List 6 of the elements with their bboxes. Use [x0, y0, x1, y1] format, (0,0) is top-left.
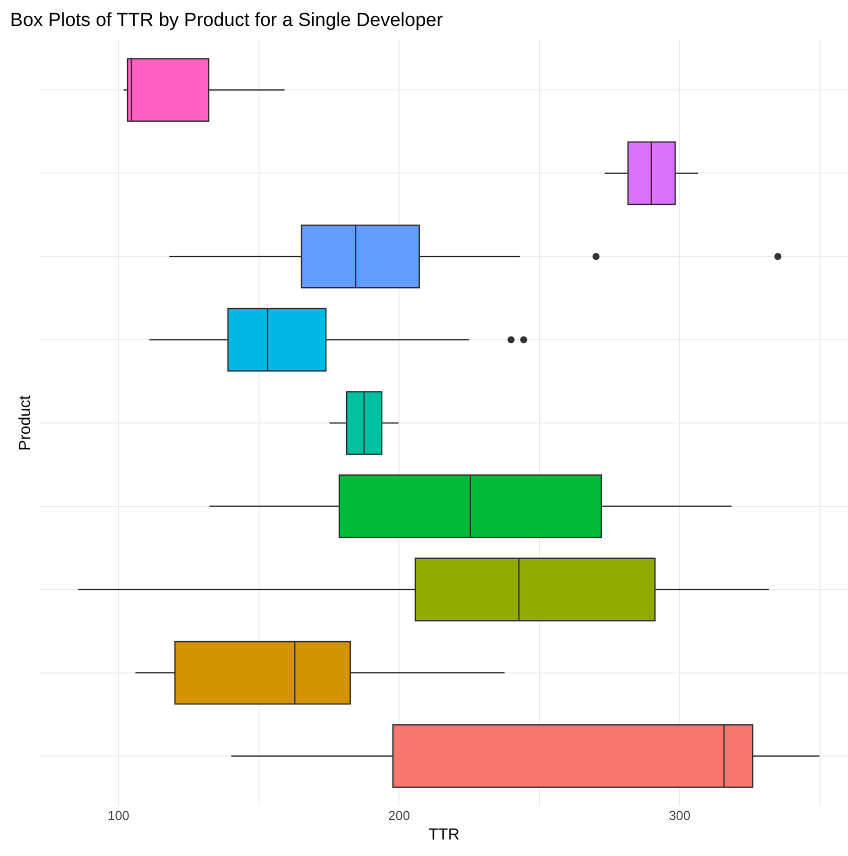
- x-tick-label: 200: [388, 808, 410, 823]
- y-axis-title: Product: [16, 394, 34, 451]
- x-axis-title: TTR: [428, 826, 460, 844]
- chart-title: Box Plots of TTR by Product for a Single Developer: [10, 10, 444, 32]
- x-tick-label: 100: [108, 808, 130, 823]
- x-tick-label: 300: [668, 808, 691, 823]
